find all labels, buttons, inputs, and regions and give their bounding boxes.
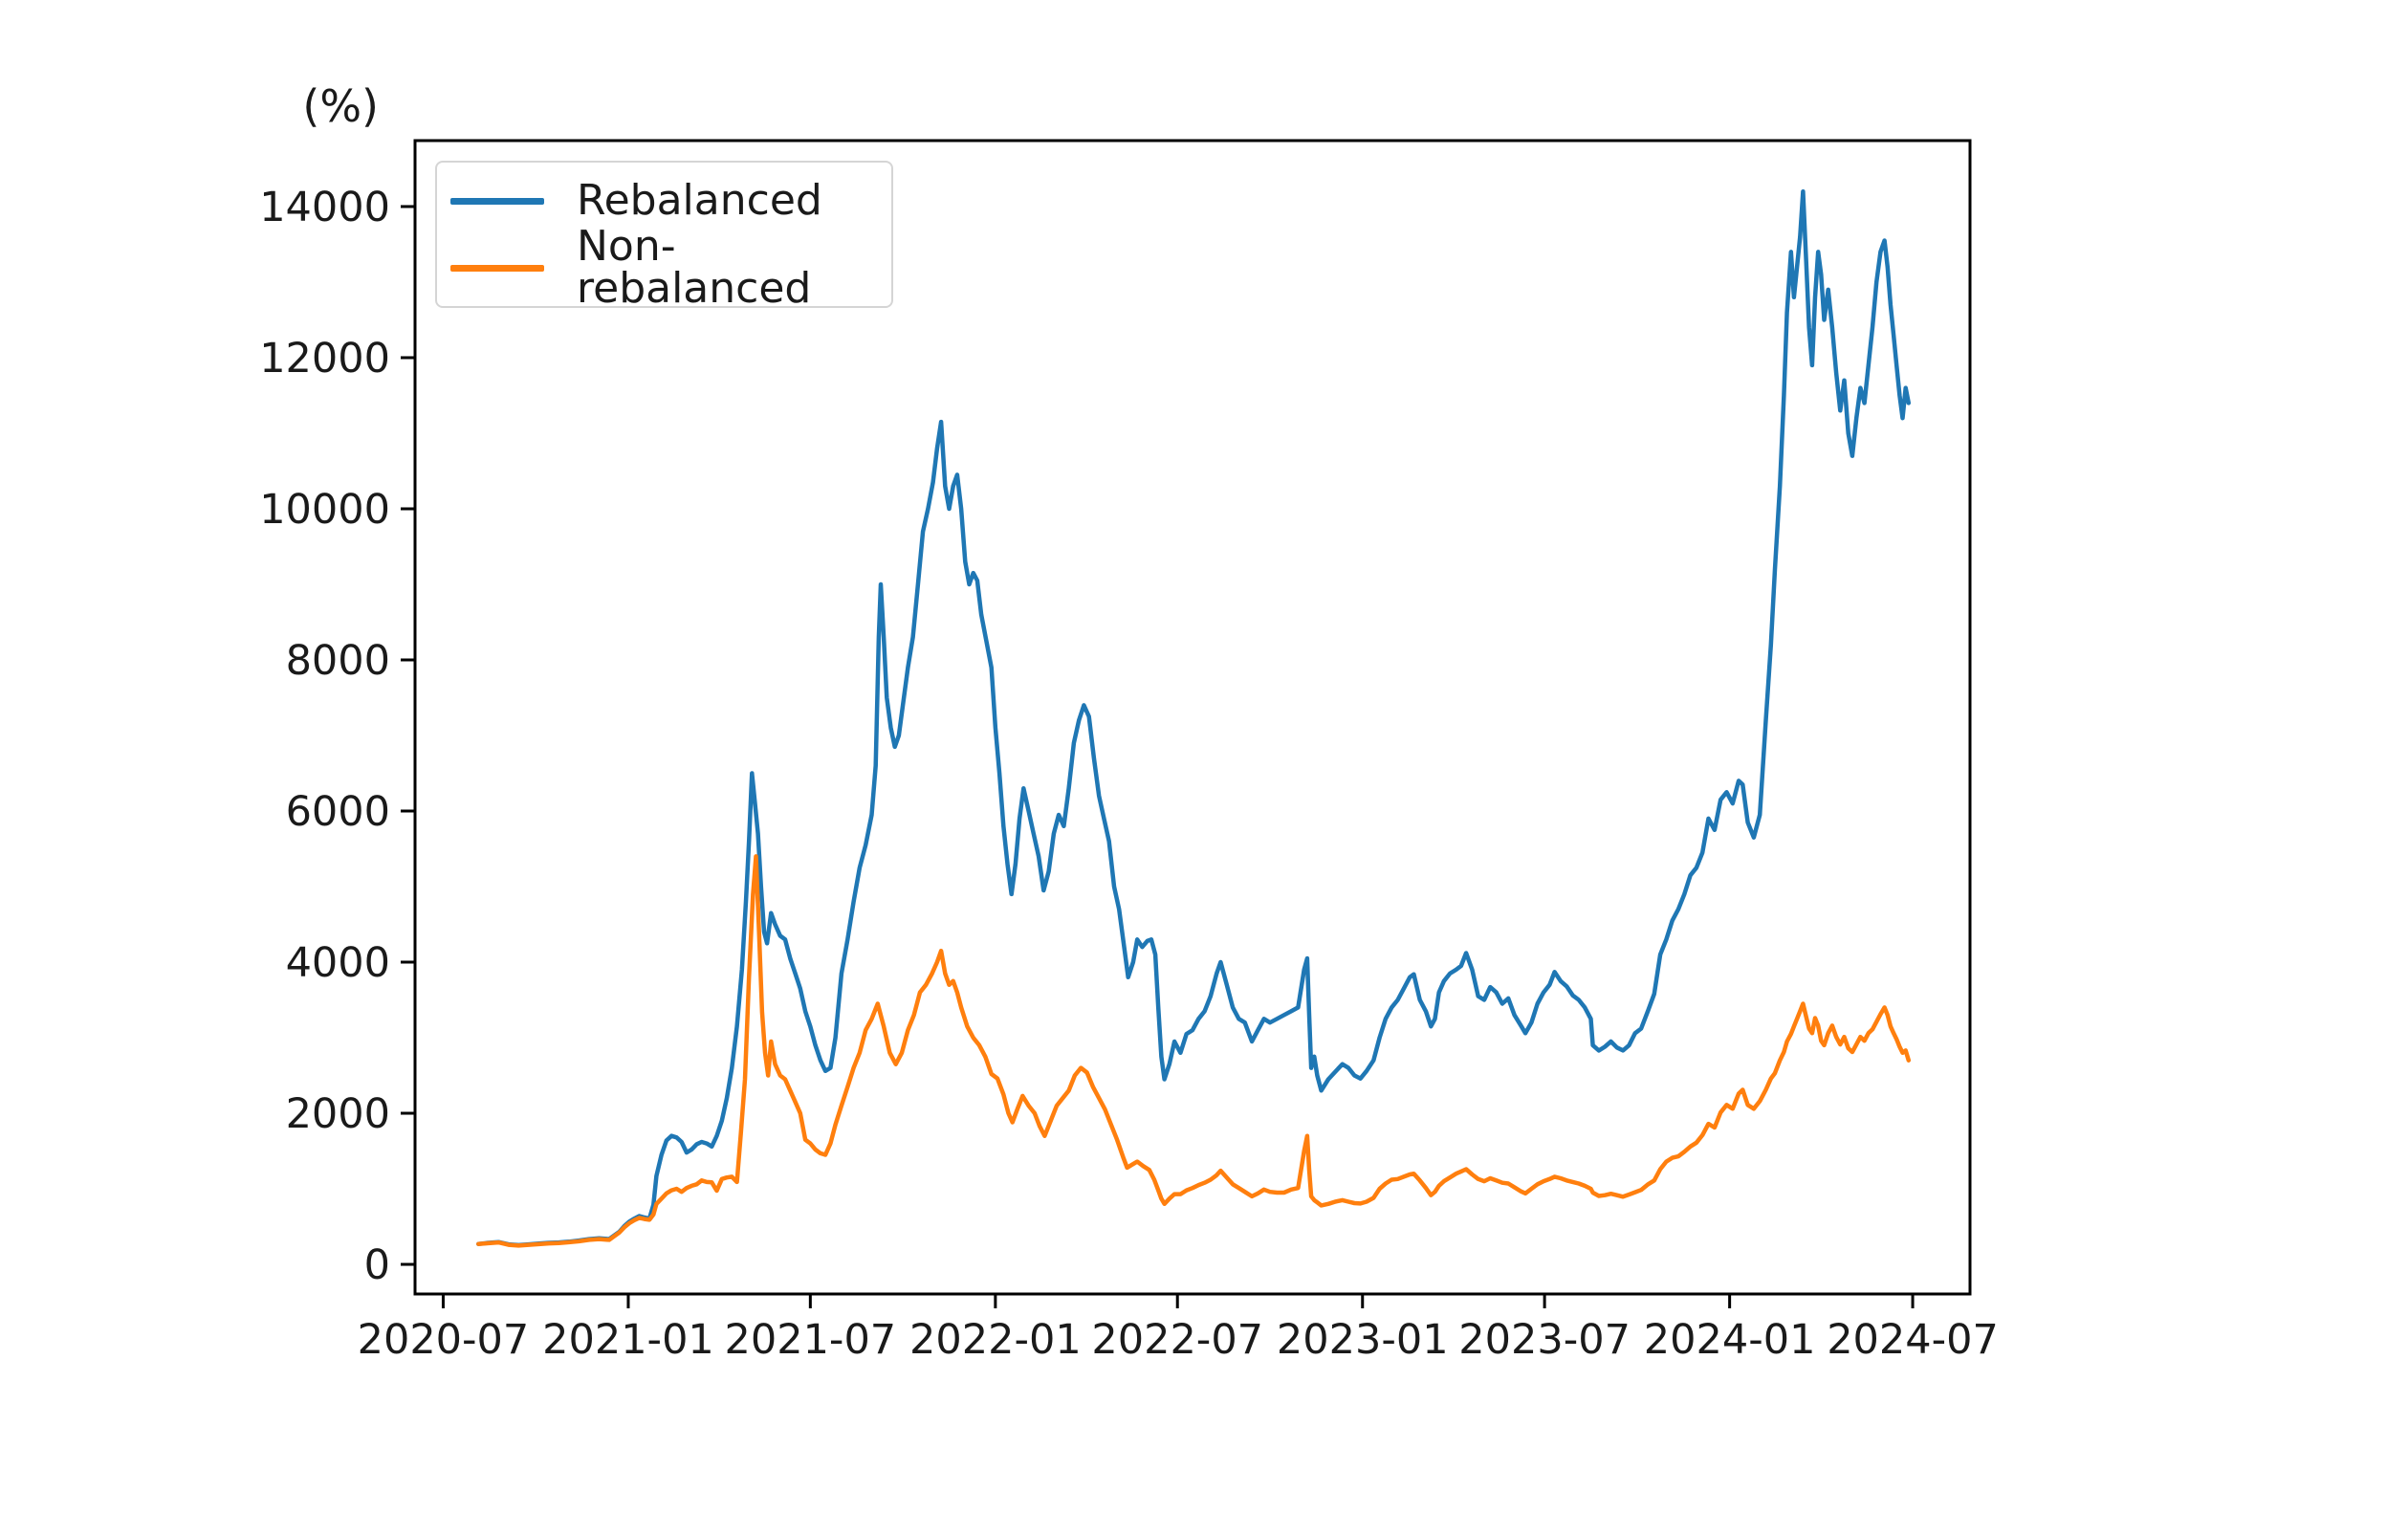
y-tick-label: 8000 bbox=[286, 637, 390, 685]
y-tick-label: 4000 bbox=[286, 939, 390, 987]
legend-label-rebalanced: Rebalanced bbox=[577, 176, 822, 225]
y-tick-label: 6000 bbox=[286, 788, 390, 836]
non-rebalanced-line-swatch bbox=[450, 264, 544, 272]
x-tick-label: 2023-07 bbox=[1458, 1316, 1631, 1364]
y-tick-label: 0 bbox=[364, 1241, 390, 1289]
y-tick-label: 14000 bbox=[259, 184, 390, 231]
legend-label-non-rebalanced: Non-rebalanced bbox=[577, 222, 812, 313]
x-tick-label: 2021-07 bbox=[725, 1316, 897, 1364]
plot-border bbox=[413, 139, 1972, 1296]
y-tick-label: 10000 bbox=[259, 486, 390, 534]
legend-item-rebalanced: Rebalanced bbox=[450, 180, 891, 222]
x-tick-label: 2022-01 bbox=[909, 1316, 1082, 1364]
x-tick-label: 2021-01 bbox=[542, 1316, 714, 1364]
rebalanced-line-swatch bbox=[450, 197, 544, 205]
x-tick-label: 2020-07 bbox=[358, 1316, 530, 1364]
y-tick-label: 12000 bbox=[259, 335, 390, 383]
x-tick-label: 2024-01 bbox=[1644, 1316, 1816, 1364]
x-tick-label: 2022-07 bbox=[1091, 1316, 1263, 1364]
y-axis-unit-label: (%) bbox=[302, 80, 379, 132]
legend: Rebalanced Non-rebalanced bbox=[435, 161, 893, 310]
x-tick-label: 2023-01 bbox=[1277, 1316, 1449, 1364]
x-tick-label: 2024-07 bbox=[1827, 1316, 1999, 1364]
y-tick-label: 2000 bbox=[286, 1090, 390, 1138]
series-line-non-rebalanced bbox=[476, 854, 1912, 1248]
legend-item-non-rebalanced: Non-rebalanced bbox=[450, 226, 891, 310]
series-line-rebalanced bbox=[476, 188, 1912, 1248]
